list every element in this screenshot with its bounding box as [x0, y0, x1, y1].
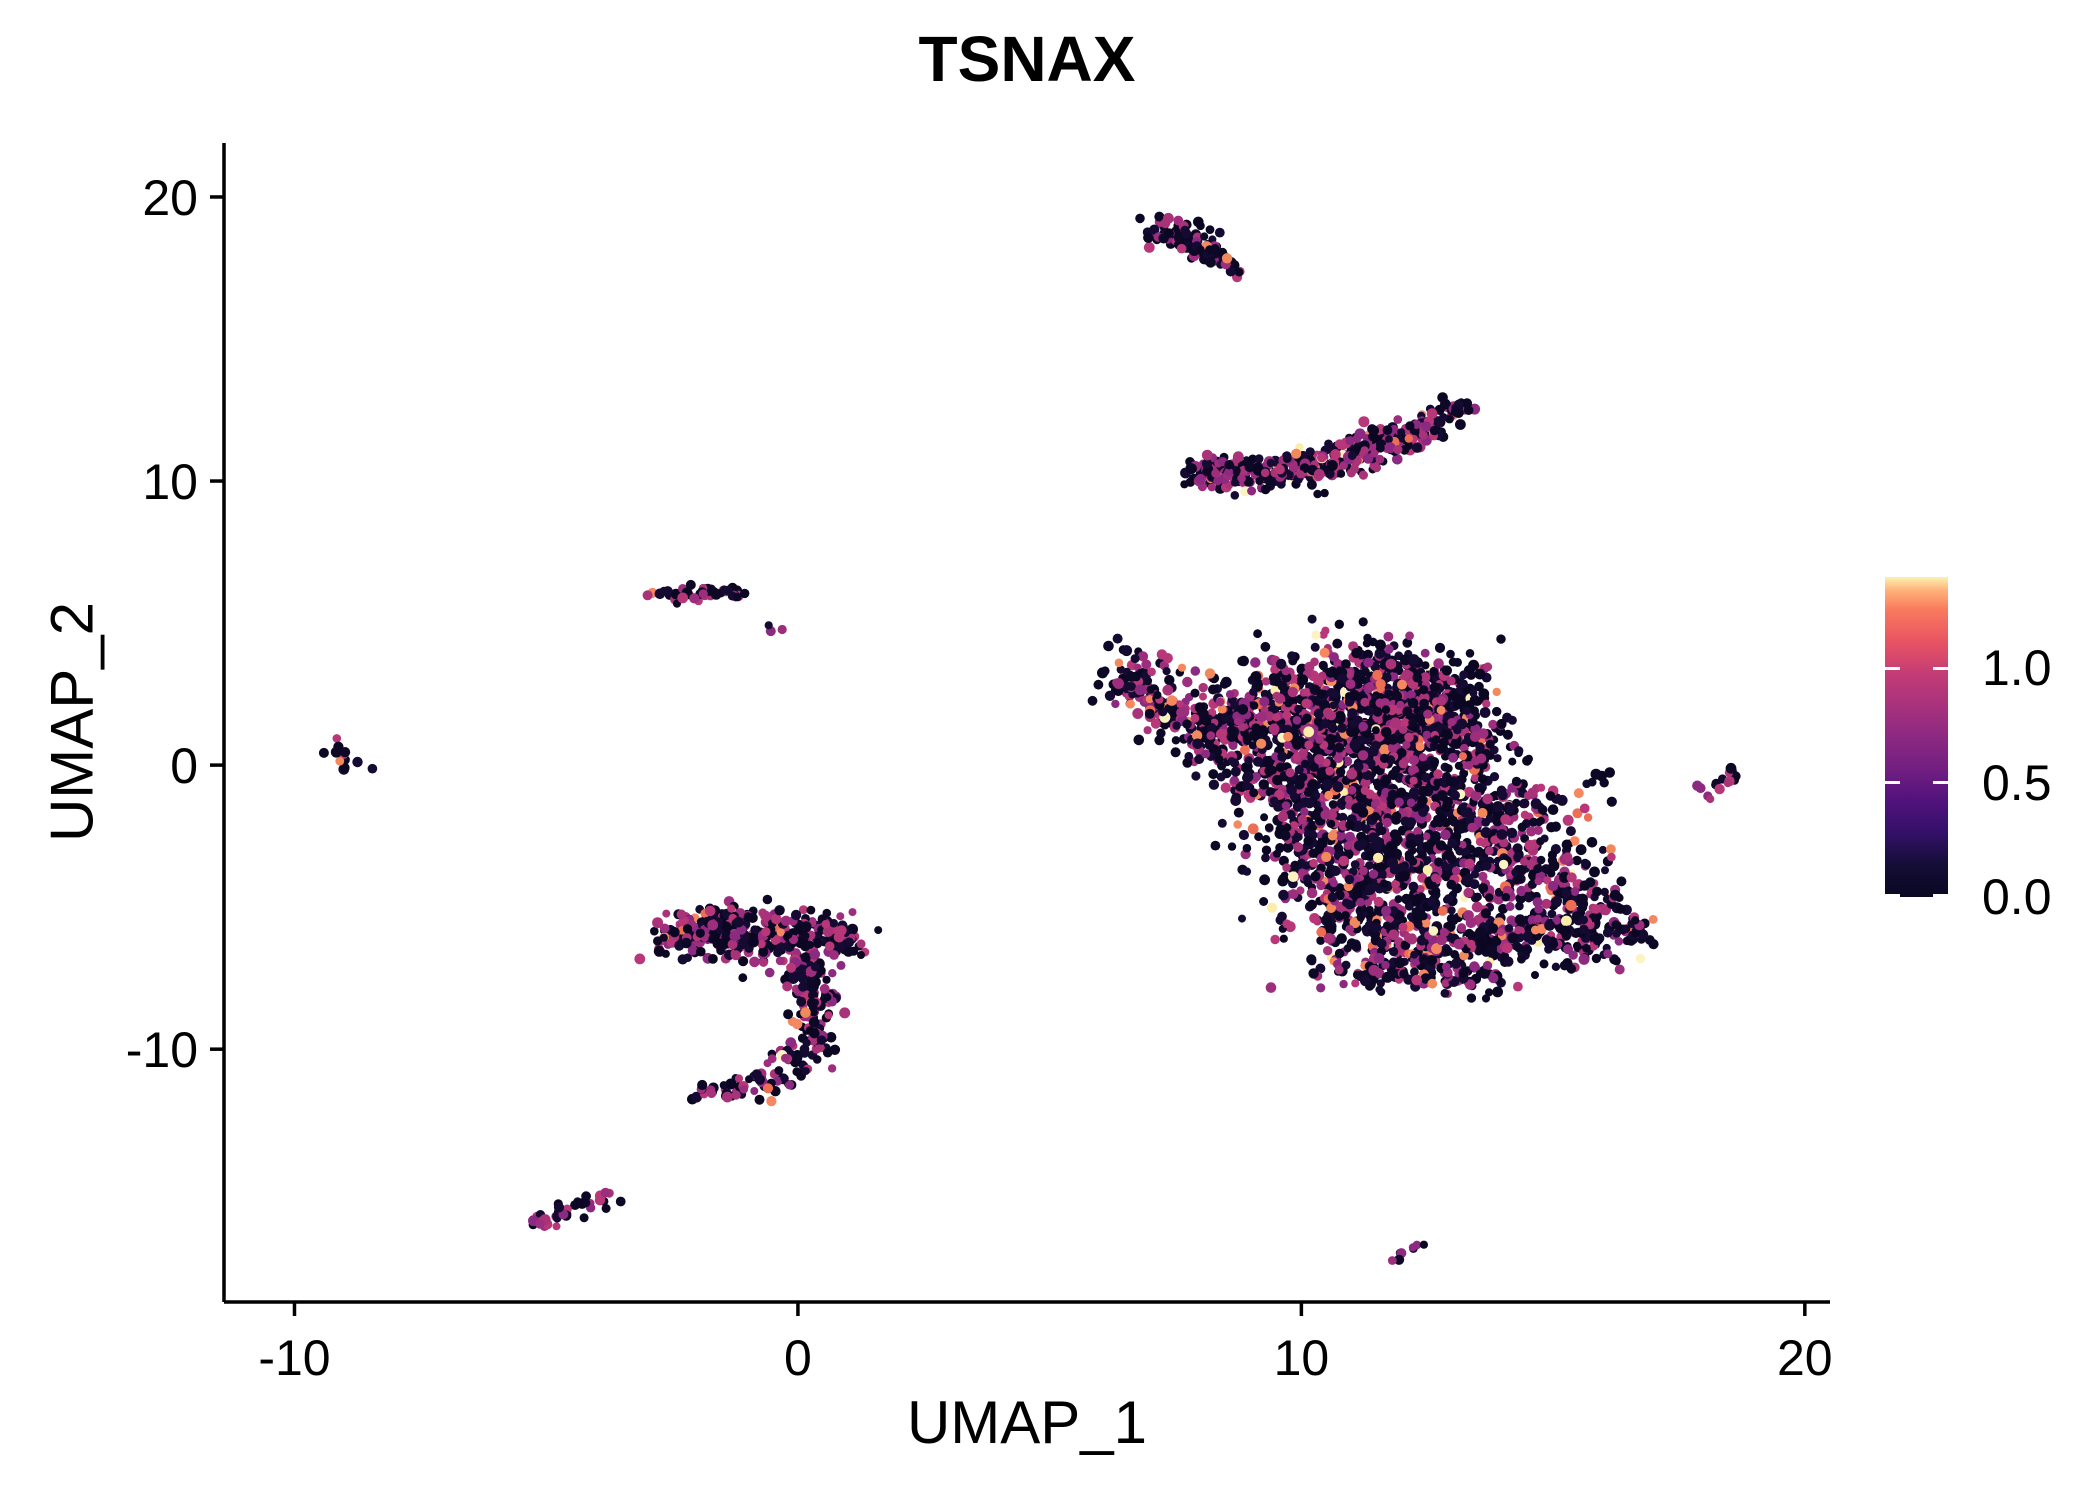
- colorbar-tick: [1885, 781, 1900, 785]
- x-tick-label: 20: [1777, 1330, 1833, 1386]
- y-tick-label: 10: [142, 454, 198, 510]
- x-tick-label: -10: [258, 1330, 330, 1386]
- colorbar-tick-label: 0.0: [1982, 869, 2052, 925]
- y-tick-label: 20: [142, 170, 198, 226]
- colorbar-gradient: [1885, 577, 1948, 897]
- scatter-points: [318, 211, 1741, 1265]
- y-axis-title-text: UMAP_2: [38, 601, 106, 843]
- y-tick-label: -10: [126, 1022, 198, 1078]
- colorbar-tick: [1933, 666, 1948, 670]
- x-axis-title: UMAP_1: [906, 1389, 1148, 1456]
- colorbar-tick: [1885, 894, 1900, 897]
- plot-title: TSNAX: [918, 23, 1136, 95]
- colorbar-tick-label: 1.0: [1982, 640, 2052, 697]
- axes: -10 0 10 20 -10 0 10 20: [126, 143, 1833, 1386]
- colorbar-tick: [1933, 894, 1948, 897]
- colorbar-tick: [1933, 781, 1948, 785]
- x-tick-label: 0: [784, 1330, 812, 1386]
- colorbar-tick-label: 0.5: [1982, 754, 2052, 811]
- x-tick-label: 10: [1274, 1330, 1330, 1386]
- colorbar-tick: [1885, 666, 1900, 670]
- y-tick-label: 0: [170, 738, 198, 794]
